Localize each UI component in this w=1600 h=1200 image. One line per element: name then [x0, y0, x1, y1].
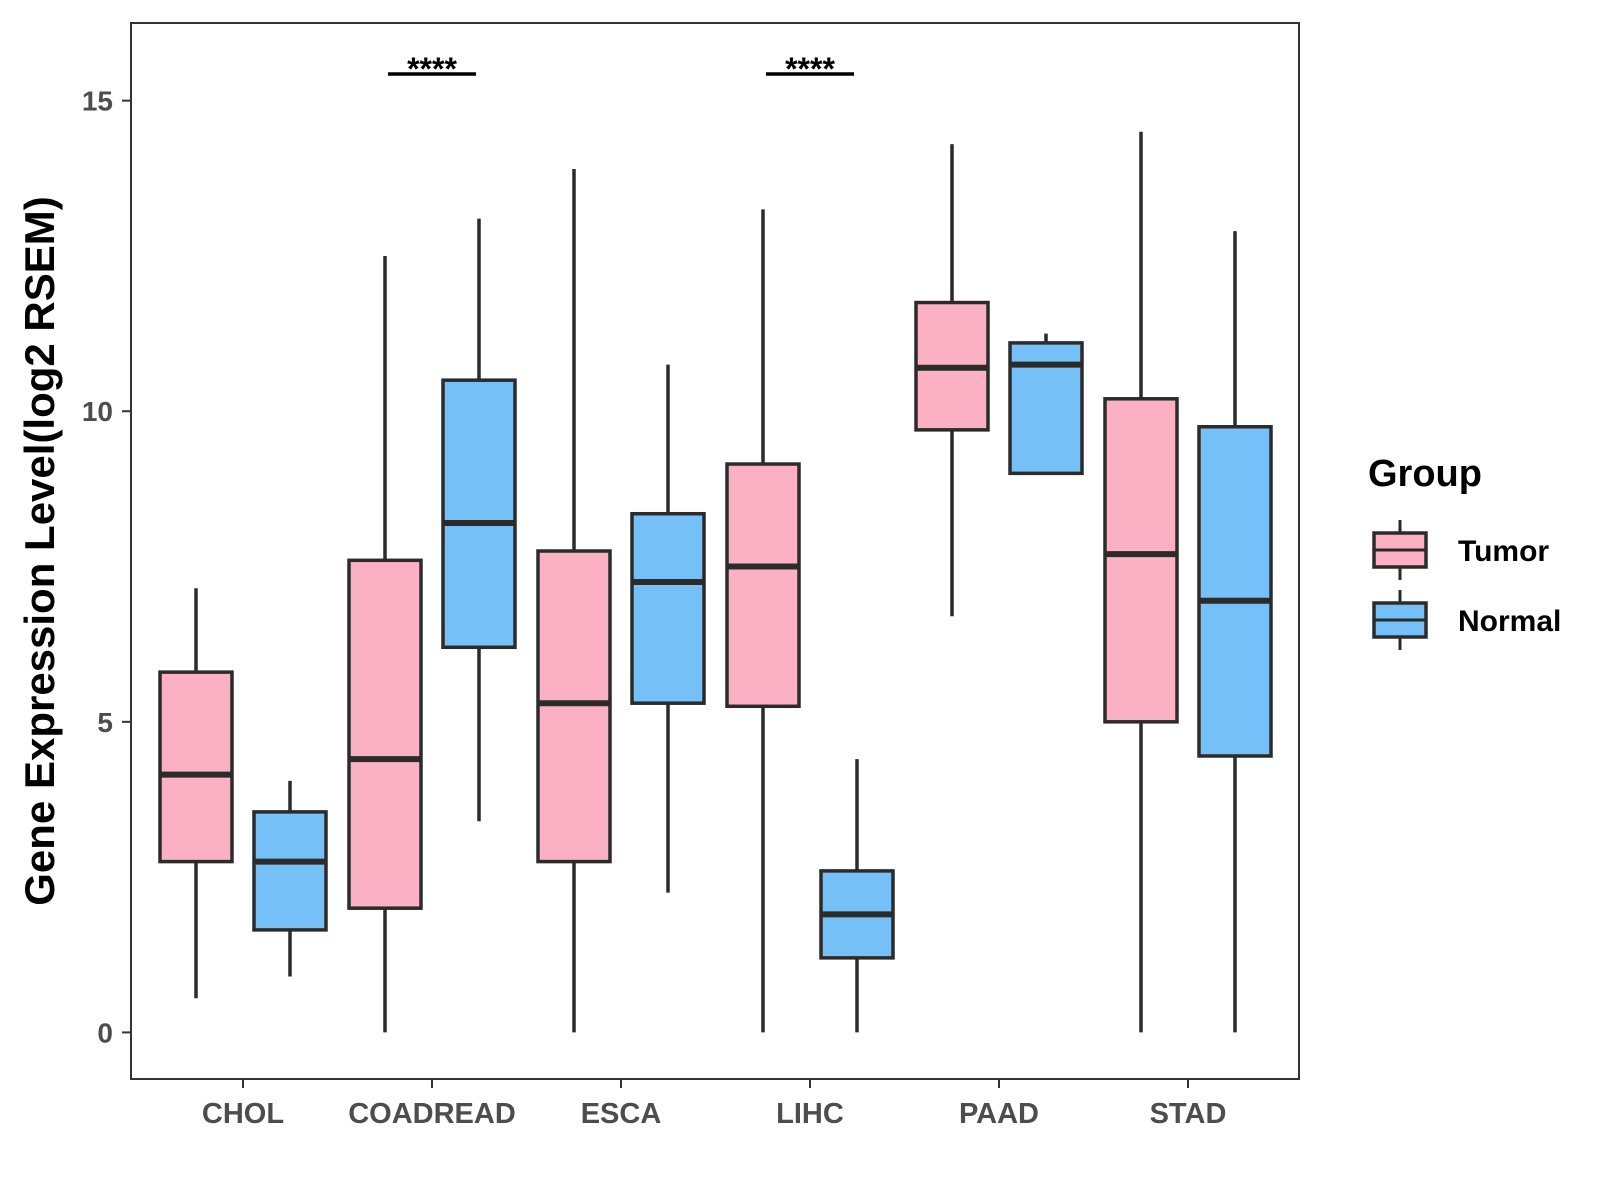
- panel-border: [130, 22, 1300, 1080]
- y-axis: 0 5 10 15: [82, 86, 131, 1048]
- x-tick-label: CHOL: [202, 1098, 284, 1130]
- legend: Group Tumor Normal: [1368, 453, 1561, 650]
- x-axis: CHOL COADREAD ESCA LIHC PAAD STAD: [202, 1079, 1226, 1130]
- box-normal-esca: [630, 364, 706, 893]
- box-body: [536, 549, 612, 864]
- x-tick-label: STAD: [1150, 1098, 1227, 1130]
- box-body: [441, 378, 517, 650]
- x-tick-label: ESCA: [581, 1098, 662, 1130]
- significance-label: ****: [785, 51, 835, 87]
- box-tumor-stad: [1103, 131, 1179, 1033]
- box-normal-chol: [252, 780, 328, 977]
- box-tumor-chol: [158, 588, 234, 999]
- legend-title: Group: [1368, 453, 1482, 495]
- legend-label: Tumor: [1458, 535, 1549, 568]
- box-normal-paad: [1008, 333, 1084, 476]
- y-tick-label: 10: [82, 396, 113, 427]
- y-tick-label: 15: [82, 86, 113, 117]
- box-normal-coadread: [441, 218, 517, 822]
- box-tumor-coadread: [347, 255, 423, 1033]
- box-body: [630, 511, 706, 705]
- box-body: [252, 810, 328, 932]
- significance-coadread: ****: [388, 51, 476, 87]
- significance-layer: **** ****: [388, 51, 854, 87]
- y-axis-title: Gene Expression Level(log2 RSEM): [16, 196, 63, 906]
- box-tumor-esca: [536, 168, 612, 1033]
- box-body: [725, 462, 801, 709]
- box-body: [1103, 397, 1179, 724]
- box-normal-stad: [1197, 231, 1273, 1033]
- legend-item-normal: Normal: [1372, 590, 1561, 650]
- x-tick-label: PAAD: [959, 1098, 1039, 1130]
- box-body: [347, 558, 423, 910]
- x-tick-label: LIHC: [776, 1098, 844, 1130]
- significance-lihc: ****: [766, 51, 854, 87]
- significance-label: ****: [407, 51, 457, 87]
- box-body: [1197, 425, 1273, 758]
- x-tick-label: COADREAD: [348, 1098, 516, 1130]
- y-tick-label: 5: [97, 707, 113, 738]
- box-tumor-paad: [914, 144, 990, 617]
- y-tick-label: 0: [97, 1017, 113, 1048]
- box-body: [158, 670, 234, 864]
- legend-item-tumor: Tumor: [1372, 520, 1549, 580]
- box-tumor-lihc: [725, 209, 801, 1033]
- box-normal-lihc: [819, 759, 895, 1033]
- boxes-layer: [158, 131, 1273, 1033]
- legend-label: Normal: [1458, 605, 1561, 638]
